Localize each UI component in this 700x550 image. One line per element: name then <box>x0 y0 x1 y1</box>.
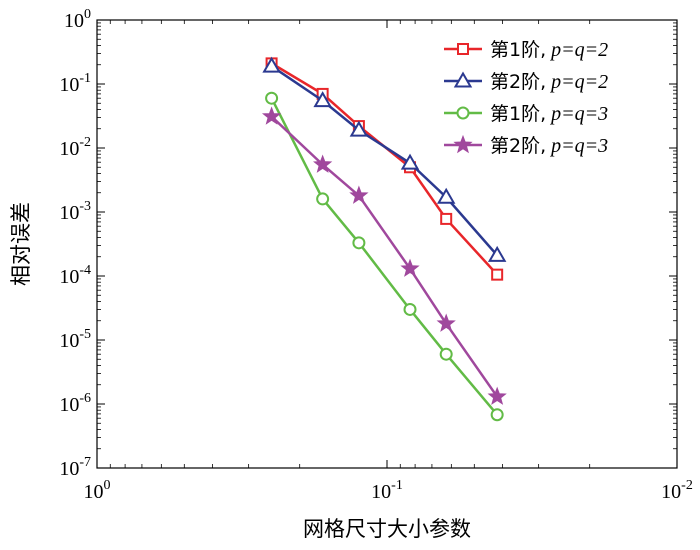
series-line <box>270 62 499 276</box>
series-line <box>270 97 499 416</box>
legend-label: 第2阶, p=q=3 <box>490 135 608 157</box>
data-point <box>436 313 456 332</box>
data-point <box>400 258 420 277</box>
legend: 第1阶, p=q=2 第2阶, p=q=2 第1阶, p=q=3 第2阶, p=q=3 <box>444 39 608 157</box>
series-1 <box>265 57 504 281</box>
y-tick-label: 10-5 <box>59 327 91 352</box>
data-point <box>491 268 504 281</box>
data-point <box>490 408 504 422</box>
data-point <box>436 187 456 204</box>
y-tick-label: 100 <box>64 7 91 32</box>
x-axis-title: 网格尺寸大小参数 <box>303 517 471 541</box>
data-point <box>349 185 369 204</box>
data-point <box>316 192 330 206</box>
data-point <box>313 91 332 108</box>
data-point <box>313 154 333 173</box>
series-line <box>270 115 499 398</box>
data-point <box>400 153 420 170</box>
y-tick-label: 10-1 <box>59 71 91 96</box>
y-tick-label: 10-2 <box>59 135 91 160</box>
x-tick-label: 10-2 <box>661 478 693 503</box>
legend-entry: 第1阶, p=q=2 <box>444 39 608 61</box>
data-point <box>349 120 369 137</box>
legend-label: 第1阶, p=q=2 <box>490 39 608 61</box>
legend-entry: 第2阶, p=q=2 <box>444 71 608 93</box>
x-tick-label: 100 <box>84 478 111 503</box>
plot-frame <box>96 19 678 469</box>
data-point <box>265 91 279 105</box>
data-point <box>262 56 281 73</box>
legend-marker <box>453 71 473 88</box>
y-axis-title: 相对误差 <box>9 202 33 286</box>
data-point <box>352 236 366 250</box>
y-tick-label: 10-7 <box>59 455 91 480</box>
data-point <box>487 386 507 405</box>
data-point <box>440 212 453 225</box>
legend-marker <box>456 106 470 120</box>
data-point <box>487 245 507 262</box>
y-tick-label: 10-4 <box>59 263 91 288</box>
legend-marker <box>457 43 469 55</box>
legend-marker <box>453 134 473 154</box>
series-2 <box>262 56 507 262</box>
data-point <box>439 347 453 361</box>
series-4 <box>261 106 507 405</box>
series-line <box>270 65 499 257</box>
series-3 <box>265 91 504 422</box>
legend-label: 第2阶, p=q=2 <box>490 71 608 93</box>
legend-label: 第1阶, p=q=3 <box>490 103 608 125</box>
data-point <box>261 106 282 125</box>
x-tick-label: 10-1 <box>371 478 403 503</box>
y-tick-label: 10-6 <box>59 391 91 416</box>
y-tick-label: 10-3 <box>59 199 91 224</box>
legend-entry: 第2阶, p=q=3 <box>444 134 608 157</box>
data-point <box>403 302 417 316</box>
legend-entry: 第1阶, p=q=3 <box>444 103 608 125</box>
